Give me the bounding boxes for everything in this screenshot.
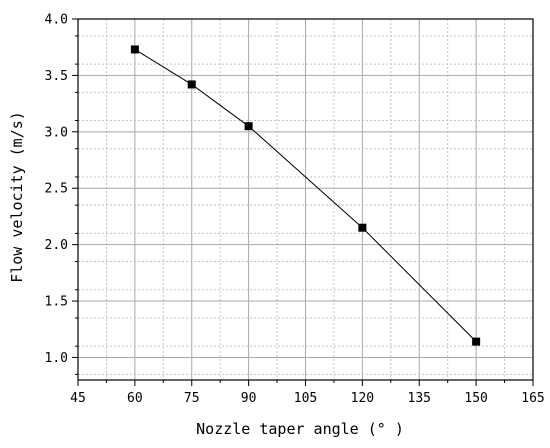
y-tick-label: 1.0 (45, 351, 68, 366)
y-tick-label: 4.0 (45, 13, 68, 28)
data-point-marker (187, 80, 196, 89)
x-tick-label: 120 (351, 391, 374, 406)
data-point-marker (130, 45, 139, 54)
x-tick-label: 150 (464, 391, 487, 406)
x-tick-label: 165 (521, 391, 544, 406)
grid (78, 19, 533, 380)
data-point-marker (244, 122, 253, 131)
y-axis-title: Flow velocity (m/s) (8, 111, 26, 283)
x-tick-label: 75 (184, 391, 200, 406)
y-tick-label: 2.0 (45, 238, 68, 253)
data-point-marker (358, 223, 367, 232)
data-point-marker (472, 337, 481, 346)
y-tick-label: 3.5 (45, 69, 68, 84)
x-tick-label: 90 (241, 391, 257, 406)
axis-ticks (72, 18, 534, 386)
y-tick-labels: 1.0 1.5 2.0 2.5 3.0 3.5 4.0 (45, 13, 68, 366)
x-tick-labels: 45 60 75 90 105 120 135 150 165 (70, 391, 545, 406)
y-tick-label: 2.5 (45, 182, 68, 197)
x-axis-title: Nozzle taper angle (° ) (196, 420, 404, 438)
y-tick-label: 3.0 (45, 125, 68, 140)
series-group (130, 45, 481, 346)
x-tick-label: 105 (294, 391, 317, 406)
x-tick-label: 45 (70, 391, 86, 406)
y-tick-label: 1.5 (45, 295, 68, 310)
x-tick-label: 135 (408, 391, 431, 406)
x-tick-label: 60 (127, 391, 143, 406)
